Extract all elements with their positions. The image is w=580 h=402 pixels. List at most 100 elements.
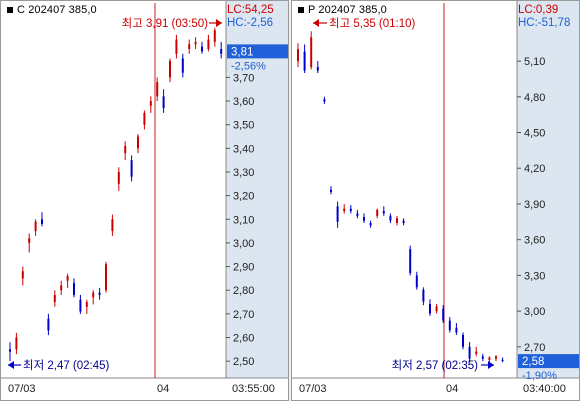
candle-body — [422, 289, 425, 302]
time-label: 03:55:00 — [232, 383, 275, 395]
candle-body — [92, 292, 95, 298]
y-tick-label: 2,60 — [233, 333, 254, 345]
put-instrument-label: P 202407 385,0 — [308, 4, 387, 16]
y-tick-label: 2,80 — [233, 285, 254, 297]
candle-body — [175, 39, 178, 54]
candle-body — [162, 96, 165, 109]
y-tick-label: 2,70 — [524, 342, 545, 354]
call-chart-svg: 3,70 3,60 3,50 3,40 3,30 3,20 3,10 3,00 2,90 2,80… — [1, 1, 288, 395]
hc-label: HC:-51,78 — [518, 17, 570, 29]
current-price-label: 2,58 — [522, 356, 544, 368]
candle-body — [462, 334, 464, 347]
candle-body — [455, 327, 458, 333]
candle-body — [220, 49, 223, 54]
candle-body — [409, 249, 412, 273]
x-tick-label: 07/03 — [8, 383, 36, 395]
candle-body — [369, 223, 372, 226]
put-chart-svg: 5,10 4,80 4,50 4,20 3,90 3,60 3,30 3,00 2,70 LC:0… — [292, 1, 579, 395]
hc-label: HC:-2,56 — [227, 17, 273, 29]
candle-body — [448, 320, 451, 331]
call-chart-panel[interactable]: 3,70 3,60 3,50 3,40 3,30 3,20 3,10 3,00 2,90 2,80… — [0, 0, 289, 401]
candle-body — [156, 82, 159, 97]
candle-body — [495, 356, 497, 359]
change-percent-label: -1,90% — [522, 370, 557, 382]
square-icon — [298, 7, 304, 14]
y-tick-label: 3,60 — [524, 235, 545, 247]
candle-body — [356, 213, 359, 216]
put-chart-panel[interactable]: 5,10 4,80 4,50 4,20 3,90 3,60 3,30 3,00 2,70 LC:0… — [291, 0, 580, 401]
y-tick-label: 4,20 — [524, 163, 545, 175]
square-icon — [7, 7, 13, 14]
low-arrow-head — [488, 361, 494, 369]
high-annotation: 최고 3,91 (03:50) — [122, 17, 209, 30]
y-tick-label: 5,10 — [524, 56, 545, 68]
current-price-label: 3,81 — [231, 46, 253, 58]
candle-body — [310, 37, 313, 68]
candle-body — [169, 60, 171, 78]
candle-body — [53, 294, 56, 303]
y-tick-label: 3,00 — [233, 238, 254, 250]
y-tick-label: 4,80 — [524, 92, 545, 104]
candle-body — [297, 49, 299, 62]
candle-body — [207, 39, 210, 50]
candle-body — [85, 302, 88, 307]
high-arrow-head — [313, 19, 319, 27]
candle-body — [475, 351, 478, 354]
candle-body — [501, 359, 504, 362]
candle-body — [442, 308, 445, 321]
put-chart-title: P 202407 385,0 — [298, 4, 387, 16]
call-instrument-label: C 202407 385,0 — [17, 4, 97, 16]
candle-body — [194, 41, 197, 45]
y-tick-label: 3,20 — [233, 191, 254, 203]
candle-body — [488, 357, 491, 360]
candle-body — [60, 285, 63, 291]
high-annotation: 최고 5,35 (01:10) — [329, 17, 416, 30]
candle-body — [79, 299, 82, 312]
y-tick-label: 2,70 — [233, 309, 254, 321]
y-tick-label: 2,90 — [233, 262, 254, 274]
candle-body — [376, 209, 379, 216]
candle-body — [336, 206, 339, 222]
candle-body — [34, 221, 37, 232]
candle-body — [382, 211, 385, 214]
y-tick-label: 3,30 — [524, 270, 545, 282]
y-tick-label: 3,50 — [233, 120, 254, 132]
candle-body — [468, 346, 471, 359]
candle-body — [303, 51, 306, 71]
change-percent-label: -2,56% — [231, 60, 266, 72]
call-chart-title: C 202407 385,0 — [7, 4, 97, 16]
candle-body — [323, 99, 326, 102]
low-arrow-head — [8, 361, 14, 369]
candle-body — [349, 208, 352, 212]
price-scale-p — [517, 1, 579, 378]
candle-body — [130, 160, 133, 177]
candle-body — [28, 238, 31, 243]
candle-body — [66, 276, 69, 281]
y-tick-label: 3,60 — [233, 96, 254, 108]
y-tick-label: 4,50 — [524, 128, 545, 140]
price-scale-c — [226, 1, 288, 378]
candle-body — [143, 112, 146, 125]
candle-body — [73, 283, 75, 295]
candle-body — [429, 303, 431, 314]
y-tick-label: 3,40 — [233, 143, 254, 155]
y-tick-label: 3,70 — [233, 72, 254, 84]
candle-body — [402, 220, 405, 223]
candle-body — [330, 189, 332, 193]
y-tick-label: 3,10 — [233, 214, 254, 226]
candle-body — [201, 46, 203, 52]
y-tick-label: 2,50 — [233, 356, 254, 368]
lc-label: LC:54,25 — [227, 4, 274, 16]
current-price-box — [518, 354, 579, 369]
candle-body — [137, 136, 139, 149]
x-tick-label: 07/03 — [299, 383, 327, 395]
candle-body — [363, 217, 365, 221]
y-tick-label: 3,00 — [524, 306, 545, 318]
candle-body — [435, 306, 438, 312]
candle-body — [389, 215, 392, 221]
candle-body — [188, 44, 191, 50]
y-tick-label: 3,90 — [524, 199, 545, 211]
candle-body — [98, 292, 101, 295]
x-tick-label: 04 — [157, 383, 169, 395]
